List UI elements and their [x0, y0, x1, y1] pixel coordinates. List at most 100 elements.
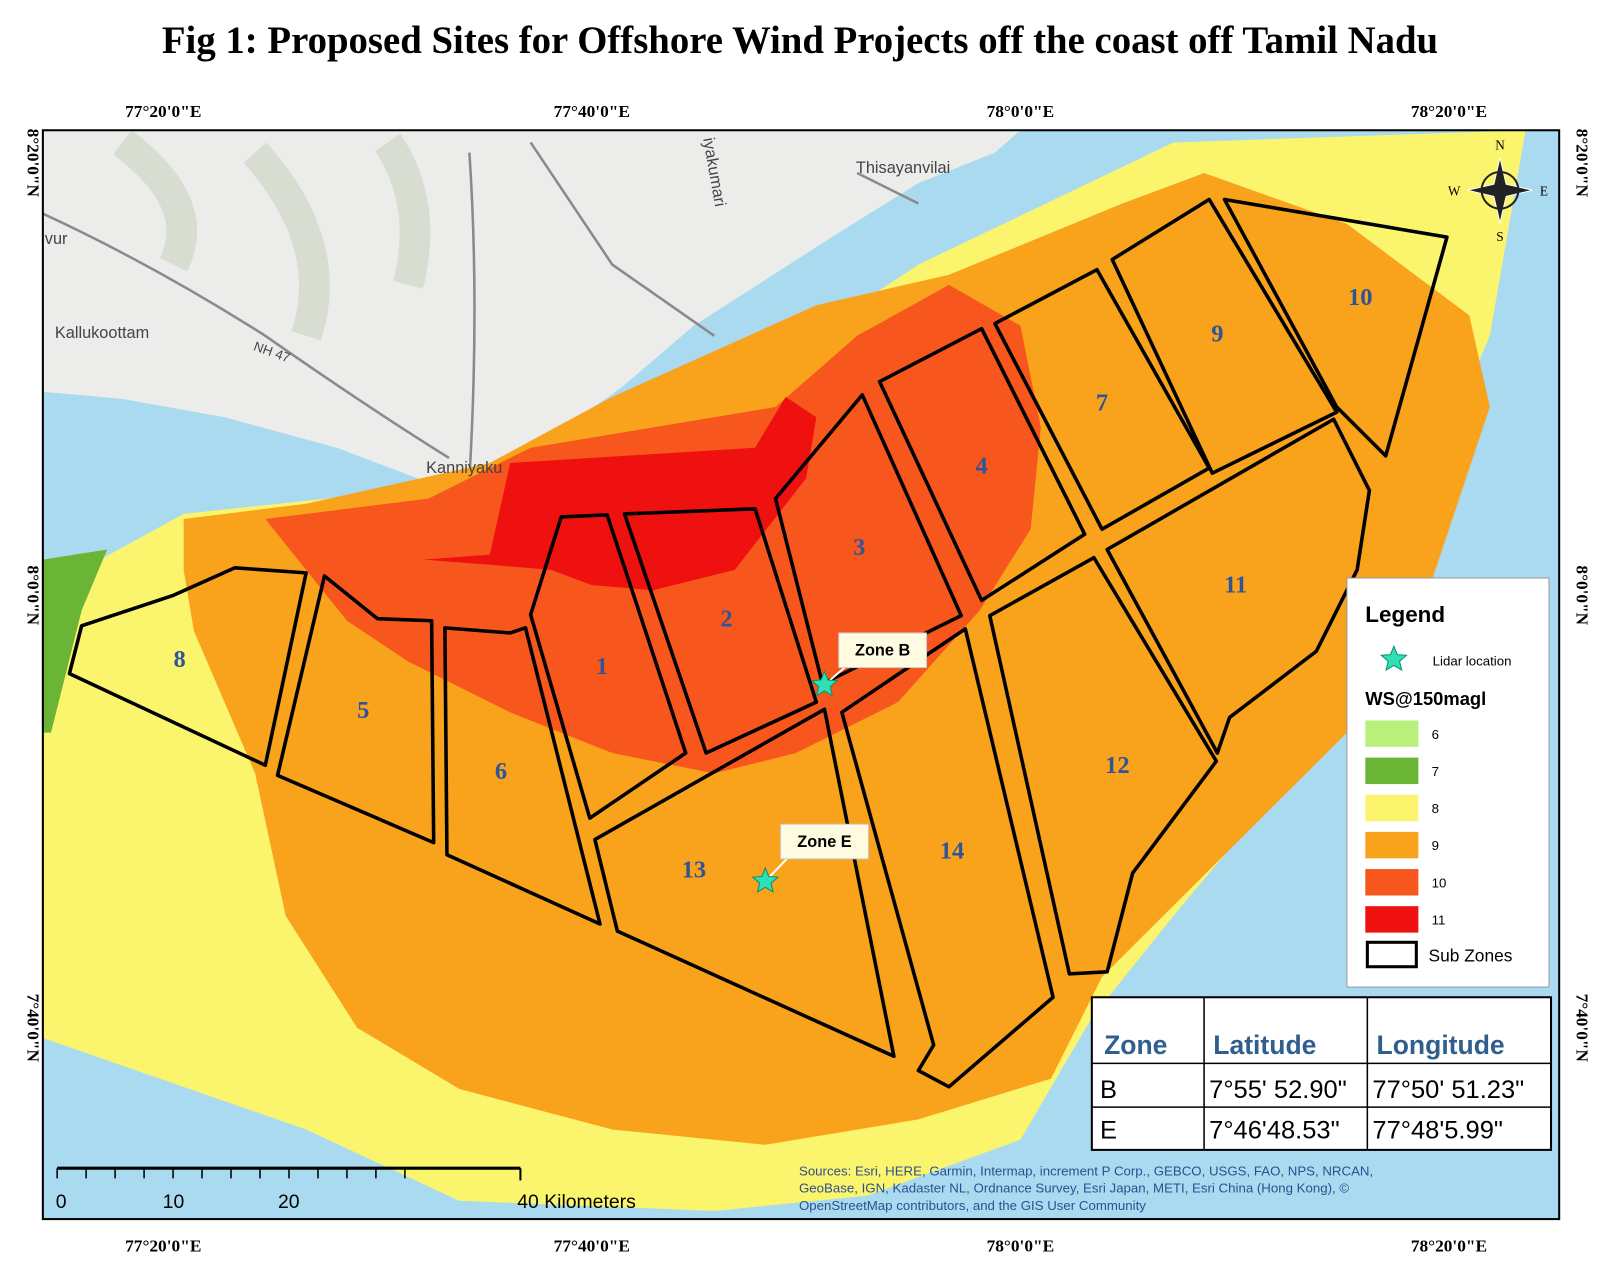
sub-zone [1222, 197, 1449, 458]
legend-swatch [1365, 720, 1419, 747]
map-area: 1234567891011121314ThisayanvilaiKallukoo… [42, 130, 1560, 1220]
ws-class-7 [42, 549, 108, 733]
legend-swatch [1365, 906, 1419, 933]
sub-zone [622, 507, 819, 755]
axis-label: 78°0'0"E [987, 1237, 1055, 1256]
table-cell: 77°50' 51.23" [1372, 1076, 1524, 1104]
zone-label: 14 [940, 837, 964, 864]
zone-label: 6 [495, 758, 507, 785]
legend-label: 11 [1432, 913, 1446, 928]
legend-subtitle: WS@150magl [1365, 688, 1486, 709]
zone-label: 2 [720, 605, 732, 632]
axis-label: 77°40'0"E [554, 102, 630, 121]
lidar-star [751, 866, 780, 893]
scale-label: 10 [163, 1191, 185, 1213]
sub-zone [1110, 197, 1339, 475]
sub-zone [877, 326, 1087, 603]
axis-label: 8°0'0"N [1573, 565, 1592, 625]
sources-text: OpenStreetMap contributors, and the GIS … [799, 1198, 1146, 1213]
lidar-star [1379, 644, 1408, 672]
sub-zone [593, 707, 896, 1059]
table-cell: 7°55' 52.90" [1209, 1076, 1347, 1104]
scale-label: 0 [56, 1191, 67, 1213]
coordinate-table: Zone Latitude Longitude B 7°55' 52.90" 77°50'… [1090, 996, 1553, 1151]
table-cell: 77°48'5.99" [1372, 1117, 1503, 1145]
zone-label: 12 [1105, 752, 1129, 779]
place-label: Thisayanvilai [856, 159, 950, 177]
callout-label: Zone B [855, 642, 911, 660]
legend-swatch [1365, 940, 1418, 969]
legend: Legend Lidar location WS@150magl 6 7 8 9 10 11 Su… [1346, 577, 1550, 988]
axis-label: 8°20'0"N [1573, 129, 1592, 198]
axis-label: 8°0'0"N [24, 565, 43, 625]
legend-swatch [1365, 757, 1419, 785]
legend-label: Lidar location [1433, 654, 1512, 669]
table-cell: B [1100, 1076, 1117, 1104]
legend-label: 9 [1432, 838, 1439, 853]
legend-label: 8 [1432, 801, 1439, 816]
overlay: 1234567891011121314ThisayanvilaiKallukoo… [45, 136, 1548, 893]
legend-swatch [1365, 794, 1419, 822]
table-cell: E [1100, 1117, 1117, 1145]
axis-label: 78°0'0"E [987, 102, 1055, 121]
table-header: Zone [1104, 1030, 1167, 1060]
sub-zones [67, 197, 1449, 1089]
table-cell: 7°46'48.53" [1209, 1117, 1340, 1145]
axis-label: 7°40'0"N [24, 994, 43, 1063]
sources-text: Sources: Esri, HERE, Garmin, Intermap, i… [799, 1163, 1373, 1178]
legend-swatch [1365, 869, 1419, 896]
legend-swatch [1365, 831, 1419, 859]
scale-bar: 0 10 20 40 Kilometers [56, 1166, 636, 1213]
zone-label: 4 [976, 453, 988, 480]
compass-rose [1467, 157, 1533, 223]
sources-text: GeoBase, IGN, Kadaster NL, Ordnance Surv… [799, 1181, 1349, 1196]
axis-label: 7°40'0"N [1573, 994, 1592, 1063]
lidar-star [810, 670, 839, 697]
compass-letter: S [1496, 229, 1503, 244]
axis-label: 78°20'0"E [1411, 102, 1487, 121]
legend-label: Sub Zones [1429, 946, 1513, 966]
zone-label: 7 [1096, 390, 1108, 417]
callout-box [780, 823, 869, 860]
place-label: Kanniyaku [426, 459, 502, 477]
terrain [113, 130, 431, 341]
axis-label: 78°20'0"E [1411, 1237, 1487, 1256]
zone-label: 10 [1348, 284, 1372, 311]
zone-label: 9 [1211, 320, 1223, 347]
sub-zone [528, 513, 688, 820]
zone-label: 5 [357, 697, 369, 724]
axis-label: 77°20'0"E [125, 102, 201, 121]
compass-letter: W [1448, 183, 1461, 198]
zone-label: 13 [682, 857, 706, 884]
zone-label: 8 [173, 646, 185, 673]
callout-label: Zone E [797, 833, 852, 851]
axis-label: 77°20'0"E [125, 1237, 201, 1256]
sub-zone [275, 574, 436, 845]
axis-label: 8°20'0"N [24, 129, 43, 198]
map-frame [41, 129, 1561, 1221]
zone-label: 11 [1224, 572, 1247, 599]
title: Fig 1: Proposed Sites for Offshore Wind … [162, 19, 1438, 62]
sub-zone [67, 566, 308, 768]
sub-zone [840, 627, 1055, 1089]
scale-label: 40 Kilometers [517, 1191, 636, 1213]
place-label: vur [45, 230, 68, 248]
table-box [1090, 996, 1553, 1151]
table-header: Latitude [1213, 1030, 1316, 1060]
compass-letter: E [1540, 183, 1548, 198]
legend-label: 6 [1432, 727, 1439, 742]
legend-title: Legend [1365, 602, 1445, 627]
road [42, 141, 919, 479]
place-label: Kallukoottam [55, 324, 149, 342]
table-header: Longitude [1377, 1030, 1505, 1060]
scale-label: 20 [278, 1191, 300, 1213]
compass-letter: N [1495, 138, 1505, 153]
zone-label: 1 [596, 653, 608, 680]
sub-zone [1105, 417, 1372, 755]
callout-box [838, 632, 928, 669]
sub-zone [988, 555, 1219, 976]
sub-zone [773, 393, 964, 686]
sub-zone [443, 626, 602, 926]
